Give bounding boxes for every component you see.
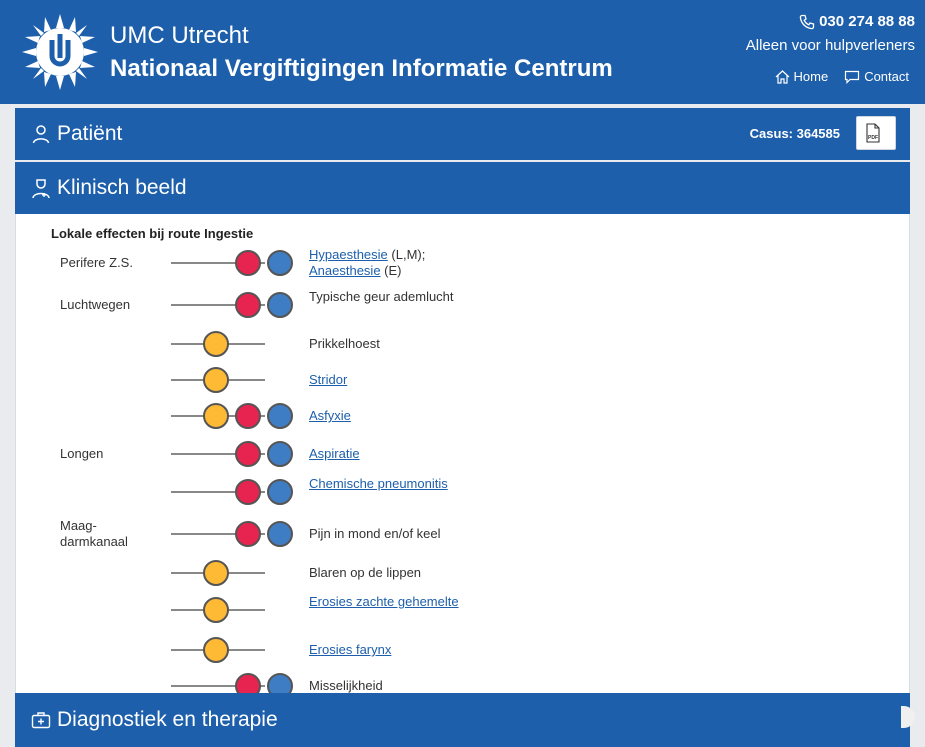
effect-label: Prikkelhoest xyxy=(309,336,380,351)
top-nav: Home Contact xyxy=(775,69,909,84)
effect-label: (E) xyxy=(380,263,402,278)
effect-link[interactable]: Chemische pneumonitis xyxy=(309,476,448,491)
severity-dot-yellow xyxy=(203,597,229,623)
patient-section-header[interactable]: Patiënt Casus: 364585 PDF xyxy=(15,108,910,160)
effect-text: Erosies farynx xyxy=(309,642,459,658)
effect-text: Misselijkheid xyxy=(309,678,459,693)
effect-text: Aspiratie xyxy=(309,446,459,462)
effect-link[interactable]: Erosies zachte gehemelte xyxy=(309,594,459,609)
phone-icon xyxy=(799,14,815,29)
severity-dot-blue xyxy=(267,479,293,505)
nav-contact-label: Contact xyxy=(864,69,909,84)
effect-text: Hypaesthesie (L,M); Anaesthesie (E) xyxy=(309,247,459,279)
severity-line xyxy=(171,533,265,535)
diagnostics-section-title: Diagnostiek en therapie xyxy=(57,708,278,731)
severity-dot-yellow xyxy=(203,560,229,586)
patient-section-title: Patiënt xyxy=(57,122,123,145)
speech-bubble-icon xyxy=(845,70,860,84)
nav-home-label: Home xyxy=(793,69,829,84)
severity-dot-red xyxy=(235,403,261,429)
effect-text: Asfyxie xyxy=(309,408,459,424)
pdf-icon: PDF xyxy=(866,123,880,143)
severity-dot-blue xyxy=(267,250,293,276)
nav-home-link[interactable]: Home xyxy=(775,69,829,84)
severity-dot-blue xyxy=(267,673,293,693)
clinical-content: Lokale effecten bij route Ingestie Perif… xyxy=(15,214,910,693)
phone-link[interactable]: 030 274 88 88 xyxy=(799,13,915,30)
effect-link[interactable]: Erosies farynx xyxy=(309,642,392,657)
severity-dot-yellow xyxy=(203,637,229,663)
severity-dot-blue xyxy=(267,403,293,429)
clinical-section-header[interactable]: Klinisch beeld xyxy=(15,162,910,214)
severity-line xyxy=(171,491,265,493)
effect-link[interactable]: Aspiratie xyxy=(309,446,360,461)
severity-dot-yellow xyxy=(203,367,229,393)
severity-dot-red xyxy=(235,673,261,693)
severity-dot-red xyxy=(235,441,261,467)
severity-dot-blue xyxy=(267,292,293,318)
effect-link[interactable]: Asfyxie xyxy=(309,408,351,423)
effect-label: Blaren op de lippen xyxy=(309,565,422,580)
effect-text: Erosies zachte gehemelte xyxy=(309,594,459,610)
effect-text: Pijn in mond en/of keel xyxy=(309,526,459,542)
severity-line xyxy=(171,685,265,687)
effect-label: Pijn in mond en/of keel xyxy=(309,526,441,541)
effect-text: Typische geur ademlucht xyxy=(309,289,459,305)
tagline: Alleen voor hulpverleners xyxy=(745,37,915,54)
medical-kit-icon xyxy=(31,712,51,729)
severity-dot-blue xyxy=(267,441,293,467)
effect-text: Stridor xyxy=(309,372,459,388)
diagnostics-section-header[interactable]: Diagnostiek en therapie xyxy=(15,693,910,747)
effect-link[interactable]: Anaesthesie xyxy=(309,263,381,278)
nav-contact-link[interactable]: Contact xyxy=(844,69,909,84)
organ-group-label: Perifere Z.S. xyxy=(60,255,133,270)
pdf-button[interactable]: PDF xyxy=(856,116,896,150)
home-icon xyxy=(775,69,789,84)
user-icon xyxy=(32,125,50,144)
severity-dot-red xyxy=(235,521,261,547)
organ-group-label: Maag-darmkanaal xyxy=(60,518,128,549)
effect-label: (L,M); xyxy=(387,247,426,262)
effect-text: Prikkelhoest xyxy=(309,336,459,352)
site-header: UMC Utrecht Nationaal Vergiftigingen Inf… xyxy=(0,0,925,104)
effects-title: Lokale effecten bij route Ingestie xyxy=(51,226,254,241)
severity-dot-red xyxy=(235,250,261,276)
casus-number: Casus: 364585 xyxy=(749,126,840,141)
severity-dot-red xyxy=(235,479,261,505)
center-name: Nationaal Vergiftigingen Informatie Cent… xyxy=(110,55,613,82)
effect-link[interactable]: Hypaesthesie xyxy=(309,247,388,262)
severity-dot-yellow xyxy=(203,403,229,429)
organ-group-label: Luchtwegen xyxy=(60,297,131,312)
severity-dot-yellow xyxy=(203,331,229,357)
severity-dot-blue xyxy=(267,521,293,547)
clinical-section-title: Klinisch beeld xyxy=(57,176,187,199)
effect-label: Typische geur ademlucht xyxy=(309,289,454,304)
phone-number: 030 274 88 88 xyxy=(819,13,915,30)
umc-sun-logo[interactable] xyxy=(22,14,98,90)
severity-line xyxy=(171,262,265,264)
effect-text: Chemische pneumonitis xyxy=(309,476,459,492)
effect-text: Blaren op de lippen xyxy=(309,565,459,581)
svg-text:PDF: PDF xyxy=(868,135,878,141)
scroll-handle[interactable] xyxy=(901,706,915,728)
medic-icon xyxy=(32,179,50,199)
effect-link[interactable]: Stridor xyxy=(309,372,348,387)
severity-line xyxy=(171,304,265,306)
severity-line xyxy=(171,453,265,455)
effect-label: Misselijkheid xyxy=(309,678,383,693)
organ-group-label: Longen xyxy=(60,446,104,461)
severity-dot-red xyxy=(235,292,261,318)
org-name: UMC Utrecht xyxy=(110,22,249,49)
